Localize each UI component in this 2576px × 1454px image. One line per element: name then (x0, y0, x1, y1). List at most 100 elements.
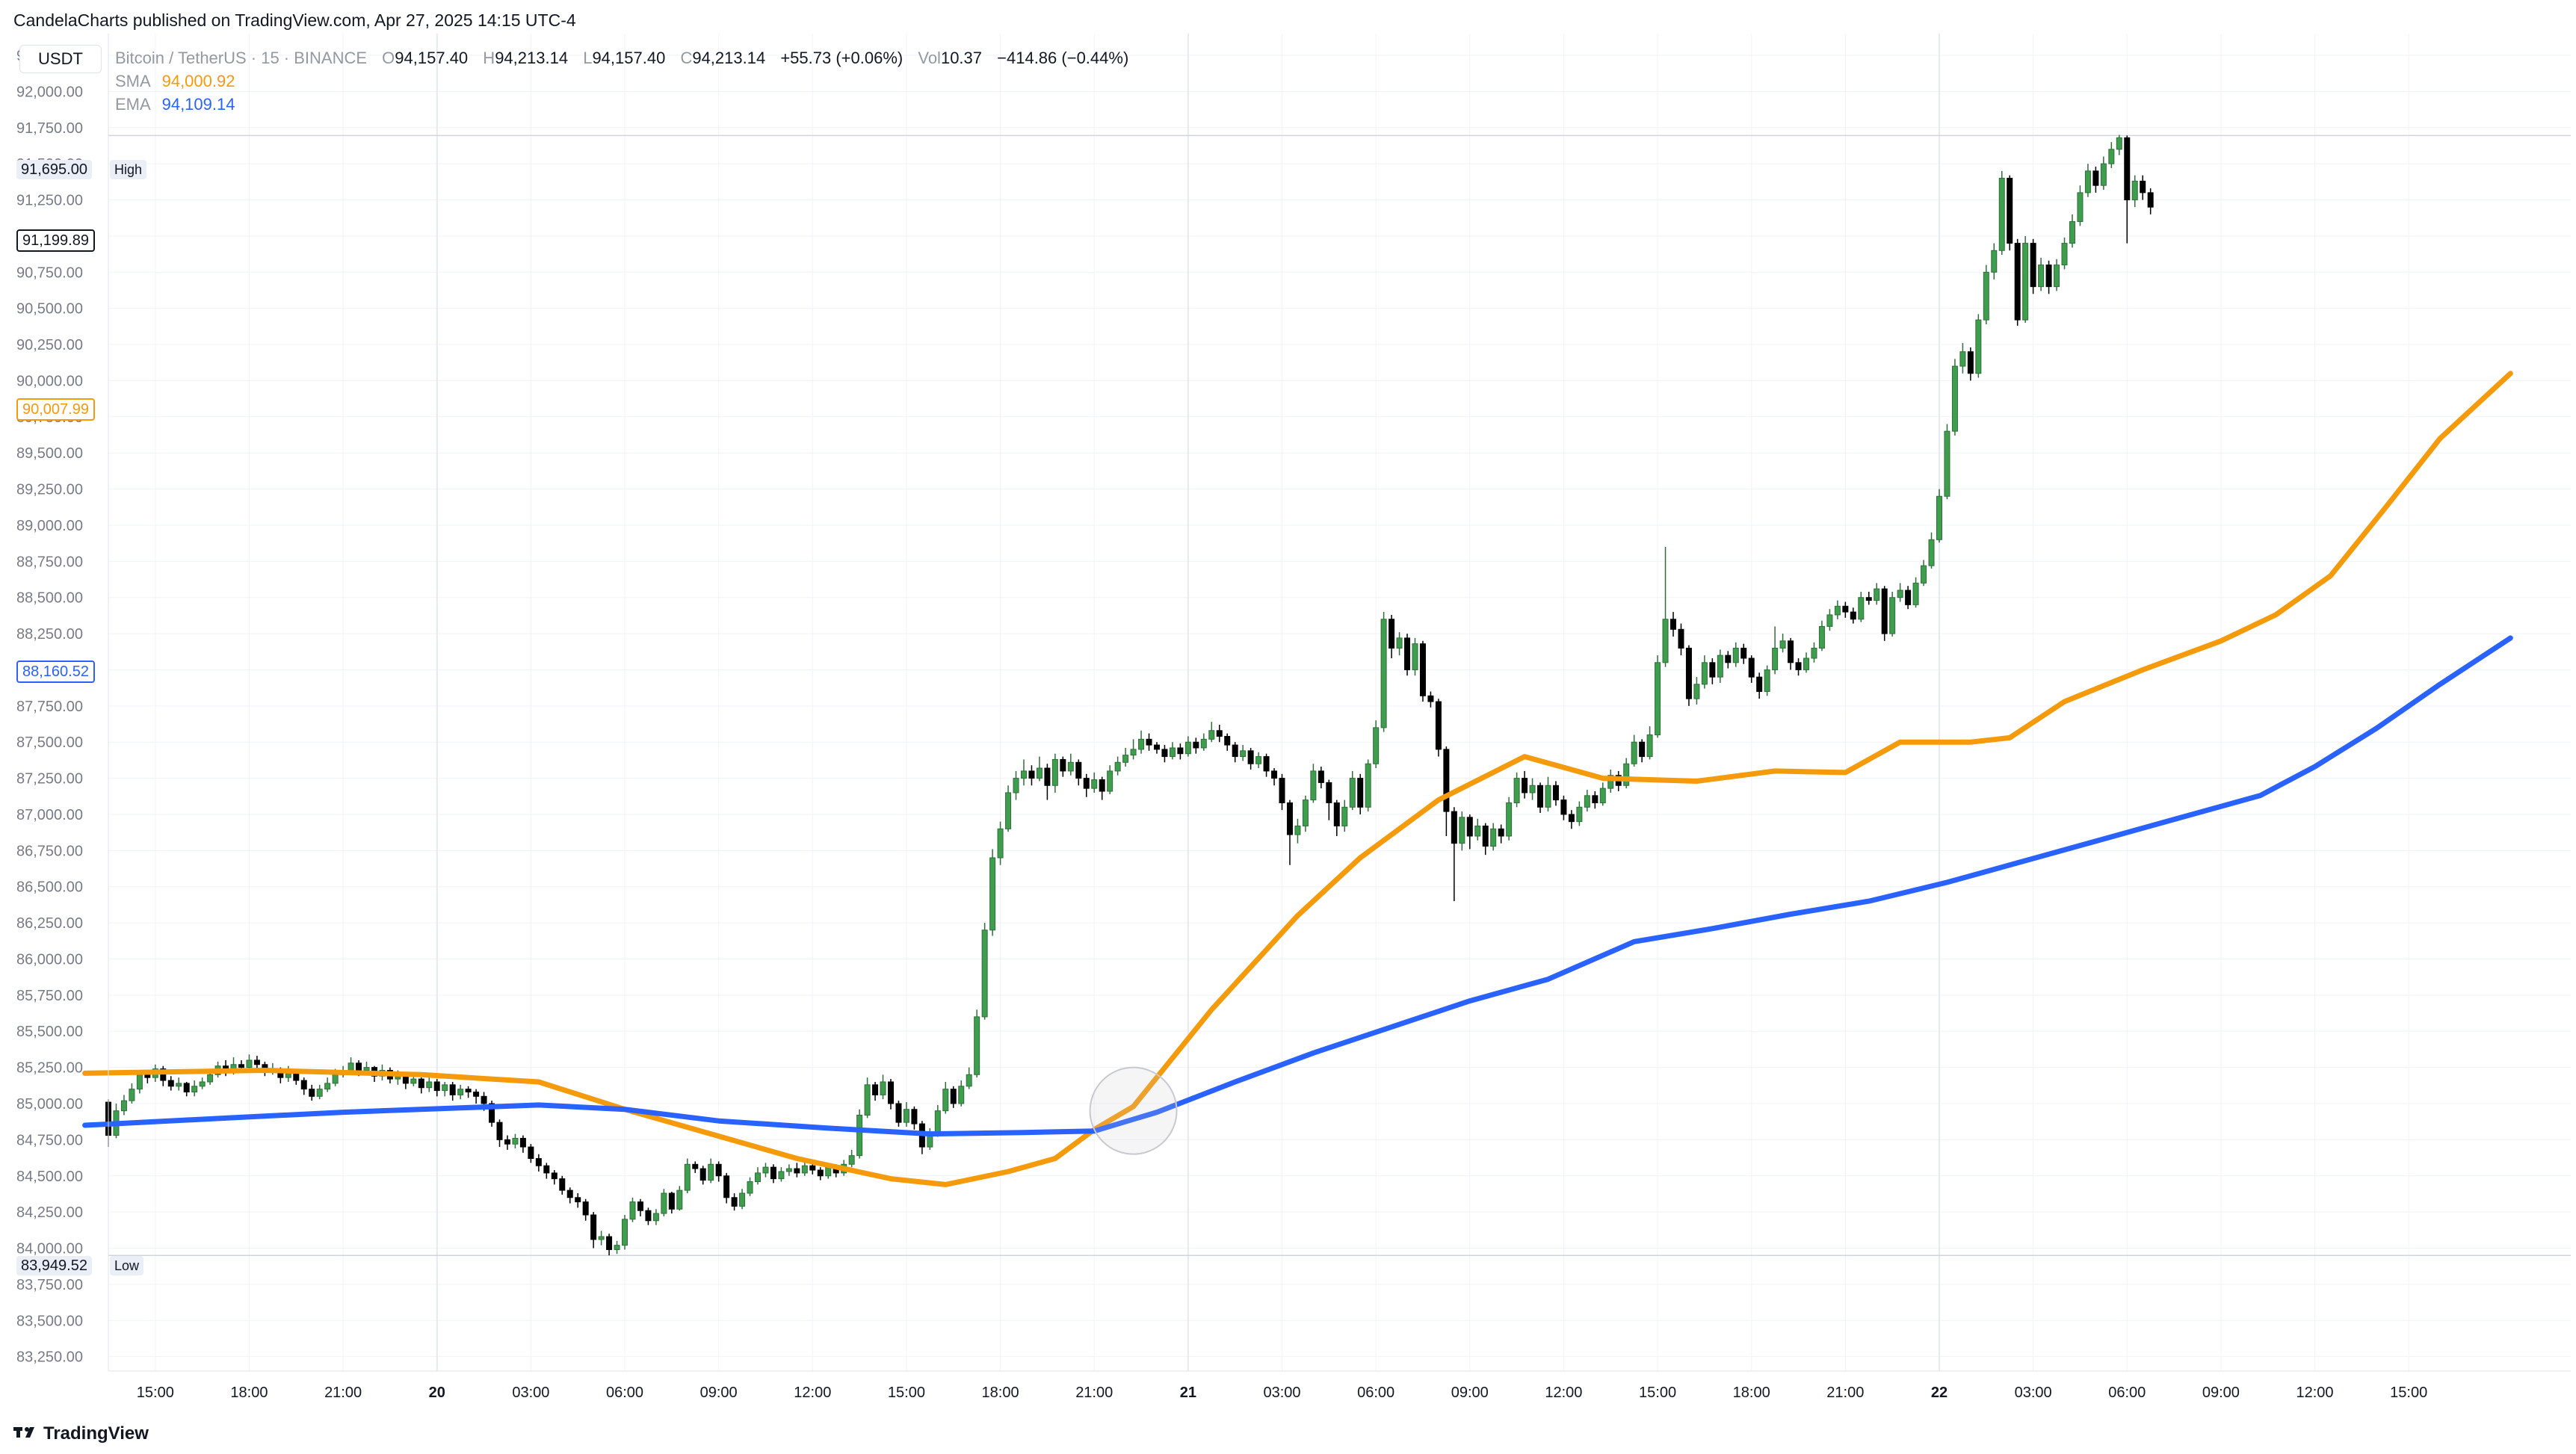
x-tick-label: 15:00 (1639, 1385, 1676, 1401)
candle-body (489, 1103, 495, 1123)
currency-button[interactable]: USDT (19, 45, 102, 73)
candle-body (692, 1163, 699, 1169)
candle-body (2140, 180, 2146, 194)
x-tick-label: 15:00 (888, 1385, 925, 1401)
candle-body (966, 1074, 972, 1087)
y-tick-label: 89,250.00 (16, 482, 83, 498)
candle-body (1036, 767, 1043, 779)
candle-body (1998, 178, 2005, 251)
candle-body (238, 1064, 244, 1068)
candle-body (1599, 788, 1606, 803)
x-tick-label: 18:00 (1733, 1385, 1770, 1401)
y-tick-label: 92,000.00 (16, 84, 83, 100)
sma-row[interactable]: SMA 94,000.92 (115, 69, 1139, 93)
candle-body (2069, 221, 2075, 244)
candle-body (543, 1165, 550, 1174)
candle-body (332, 1074, 339, 1084)
candle-body (1091, 779, 1098, 789)
ema-row[interactable]: EMA 94,109.14 (115, 93, 1139, 116)
candle-body (1302, 799, 1309, 826)
candle-body (2116, 137, 2122, 150)
candle-body (708, 1163, 714, 1181)
candle-body (856, 1114, 863, 1157)
candle-body (1193, 741, 1199, 749)
candle-body (2061, 243, 2068, 266)
candle-body (1255, 756, 1262, 764)
candle-body (1662, 619, 1669, 663)
tradingview-footer[interactable]: TradingView (13, 1423, 149, 1444)
y-tick-label: 87,500.00 (16, 734, 83, 751)
candle-body (950, 1089, 957, 1104)
candle-body (496, 1122, 503, 1140)
candle-body (958, 1086, 965, 1104)
y-tick-label: 87,000.00 (16, 807, 83, 823)
candle-body (2077, 192, 2084, 223)
candle-body (1991, 250, 1998, 273)
low-label-badge: Low (110, 1256, 144, 1275)
candle-body (1623, 763, 1630, 786)
candle-body (747, 1181, 753, 1194)
y-tick-label: 84,000.00 (16, 1241, 83, 1257)
candle-body (1522, 778, 1528, 793)
change-value: +55.73 (+0.06%) (780, 49, 904, 67)
x-tick-label: 15:00 (137, 1385, 174, 1401)
y-tick-label: 89,000.00 (16, 518, 83, 534)
candle-body (324, 1083, 331, 1090)
y-tick-label: 83,750.00 (16, 1277, 83, 1293)
y-tick-label: 91,250.00 (16, 193, 83, 209)
candle-body (1459, 817, 1465, 844)
candle-body (1294, 825, 1301, 835)
candle-body (246, 1059, 253, 1068)
symbol-label[interactable]: Bitcoin / TetherUS · 15 · BINANCE (115, 49, 368, 67)
candle-body (1936, 495, 1942, 540)
candle-body (1498, 828, 1504, 837)
x-tick-label: 12:00 (1545, 1385, 1582, 1401)
candle-body (1240, 750, 1247, 758)
candle-body (1412, 643, 1418, 670)
candle-body (356, 1062, 362, 1071)
candle-body (1013, 778, 1019, 793)
candle-body (1889, 597, 1896, 634)
candle-body (2030, 243, 2036, 288)
candle-body (1177, 747, 1184, 755)
candle-body (825, 1166, 832, 1177)
candle-body (1107, 770, 1114, 792)
candle-body (253, 1059, 260, 1065)
candle-body (1685, 647, 1692, 699)
candle-body (652, 1213, 659, 1222)
x-tick-label: 18:00 (230, 1385, 268, 1401)
candle-body (473, 1092, 480, 1097)
y-tick-label: 83,500.00 (16, 1313, 83, 1329)
candle-body (1443, 749, 1450, 812)
candle-body (1247, 750, 1254, 764)
candle-body (449, 1084, 456, 1095)
candle-body (1161, 749, 1168, 758)
candle-body (2014, 243, 2021, 321)
candle-body (1709, 662, 1716, 678)
y-tick-label: 90,000.00 (16, 373, 83, 389)
candle-body (1216, 730, 1223, 737)
candle-body (1764, 669, 1770, 692)
last-price-badge: 91,199.89 (16, 229, 95, 252)
candle-body (426, 1081, 433, 1089)
x-tick-label: 22 (1931, 1385, 1948, 1401)
candle-body (699, 1168, 706, 1181)
candle-body (1858, 597, 1865, 620)
sma-label: SMA (115, 72, 150, 90)
candle-body (1732, 647, 1739, 663)
candle-body (160, 1068, 167, 1081)
candle-body (645, 1210, 652, 1222)
candle-body (1333, 802, 1340, 826)
candle-body (1044, 767, 1051, 786)
candle-body (880, 1081, 886, 1095)
y-tick-label: 90,250.00 (16, 337, 83, 353)
tradingview-brand: TradingView (43, 1423, 149, 1444)
candle-body (582, 1201, 589, 1216)
candle-body (512, 1137, 519, 1145)
candle-body (191, 1086, 198, 1093)
candle-body (1834, 605, 1841, 616)
candle-body (1357, 778, 1364, 808)
candle-body (575, 1197, 581, 1203)
candle-body (1529, 785, 1536, 793)
